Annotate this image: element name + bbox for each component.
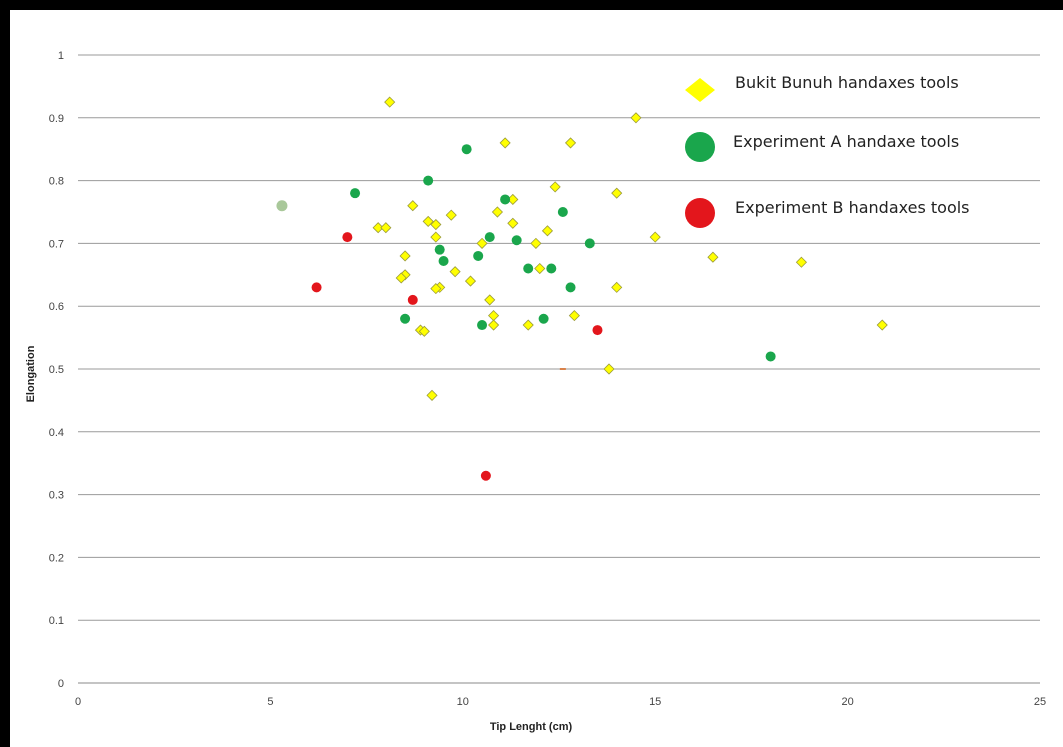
data-point-experiment-a [565,282,576,293]
data-point-experiment-a [350,188,361,199]
data-point-experiment-a [400,313,411,324]
data-point-experiment-a [477,320,488,331]
x-tick-label: 15 [649,696,661,708]
gridlines [78,54,1040,621]
data-point-bukit-bunuh [422,215,434,227]
data-point-bukit-bunuh [795,256,807,268]
data-point-bukit-bunuh [876,319,888,331]
y-tick-label: 0.3 [49,490,64,502]
data-point-experiment-b [480,470,491,481]
data-point-bukit-bunuh [372,222,384,234]
data-point-experiment-a [438,255,449,266]
x-tick-label: 10 [457,696,469,708]
legend-item-bukit-bunuh: Bukit Bunuh handaxes tools [685,73,959,102]
data-point-bukit-bunuh [507,217,519,229]
y-tick-label: 0.4 [49,427,64,439]
y-axis-title: Elongation [25,345,37,402]
chart-frame: 0 5 10 15 20 25 0 0.1 0.2 0.3 0.4 0.5 0.6 0.7 0.8 0.9 1… [10,10,1063,747]
data-point-bukit-bunuh [499,137,511,149]
data-point-bukit-bunuh [488,319,500,331]
data-point-bukit-bunuh [430,218,442,231]
scatter-chart: 0 5 10 15 20 25 0 0.1 0.2 0.3 0.4 0.5 0.6 0.7 0.8 0.9 1… [25,50,1046,733]
legend-marker-green-circle [685,132,715,162]
legend-item-experiment-b: Experiment B handaxes tools [685,198,970,228]
y-tick-label: 0.9 [49,113,64,125]
data-point-experiment-a [423,175,434,186]
y-tick-label: 0.2 [49,552,64,564]
x-axis-ticks: 0 5 10 15 20 25 [75,696,1046,708]
y-tick-label: 0 [58,678,64,690]
data-point-bukit-bunuh [611,187,623,199]
data-point-bukit-bunuh [611,281,623,293]
data-point-experiment-a [473,250,484,261]
data-point-experiment-a [434,244,445,255]
data-point-bukit-bunuh [649,231,661,243]
data-point-bukit-bunuh [491,206,503,218]
x-tick-label: 20 [841,696,853,708]
data-point-experiment-a [584,238,595,249]
legend-label-bukit-bunuh: Bukit Bunuh handaxes tools [735,73,959,92]
data-point-experiment-a [511,235,522,246]
y-tick-label: 0.1 [49,615,64,627]
data-point-experiment-b [407,294,418,305]
data-point-experiment-b [342,232,353,243]
x-axis-title: Tip Lenght (cm) [490,721,573,733]
data-point-bukit-bunuh [488,310,500,322]
data-point-bukit-bunuh [476,237,488,249]
y-tick-label: 0.5 [49,364,64,376]
data-point-bukit-bunuh [445,209,457,221]
data-point-bukit-bunuh [399,250,411,262]
data-point-experiment-a [523,263,534,274]
data-point-bukit-bunuh [549,181,561,193]
data-point-experiment-a [557,207,568,217]
data-point-bukit-bunuh [407,200,419,212]
y-tick-label: 0.6 [49,301,64,313]
legend-marker-diamond [685,78,715,102]
y-tick-label: 1 [58,50,64,62]
data-point-bukit-bunuh [464,275,477,287]
data-point-experiment-b [311,282,322,293]
legend-label-experiment-a: Experiment A handaxe tools [733,132,959,151]
data-point-bukit-bunuh [568,310,580,322]
y-tick-label: 0.8 [49,176,64,188]
legend-item-experiment-a: Experiment A handaxe tools [685,132,959,162]
data-point-bukit-bunuh [449,266,461,278]
data-point-bukit-bunuh [384,96,396,108]
data-point-bukit-bunuh [534,262,546,275]
data-point-bukit-bunuh [707,251,719,263]
data-point-bukit-bunuh [380,222,392,234]
data-point-bukit-bunuh [484,294,496,306]
data-point-experiment-a [484,232,495,243]
legend-label-experiment-b: Experiment B handaxes tools [735,198,970,217]
y-tick-label: 0.7 [49,238,64,250]
data-point-experiment-a [461,144,472,155]
x-tick-label: 5 [267,696,273,708]
data-point-experiment-a [546,263,557,274]
data-point-bukit-bunuh [395,272,407,284]
legend: Bukit Bunuh handaxes tools Experiment A … [685,73,970,228]
data-point-bukit-bunuh [430,283,442,295]
data-point-experiment-b [592,325,603,336]
data-point-bukit-bunuh [630,112,642,124]
data-point-experiment-a [538,313,549,324]
data-point-bukit-bunuh [603,363,615,375]
data-point-bukit-bunuh [426,389,438,401]
data-point-bukit-bunuh [530,237,542,249]
legend-marker-red-circle [685,198,715,228]
data-point-bukit-bunuh [418,325,430,337]
x-tick-label: 0 [75,696,81,708]
data-point-bukit-bunuh [564,137,577,149]
y-axis-ticks: 0 0.1 0.2 0.3 0.4 0.5 0.6 0.7 0.8 0.9 1 [49,50,64,690]
data-point-experiment-a [500,194,511,205]
data-point-bukit-bunuh [522,319,534,331]
data-point-extra [276,200,288,212]
data-points [276,96,888,481]
x-tick-label: 25 [1034,696,1046,708]
data-point-bukit-bunuh [430,231,442,243]
data-point-bukit-bunuh [541,225,554,237]
data-point-experiment-a [765,351,776,362]
